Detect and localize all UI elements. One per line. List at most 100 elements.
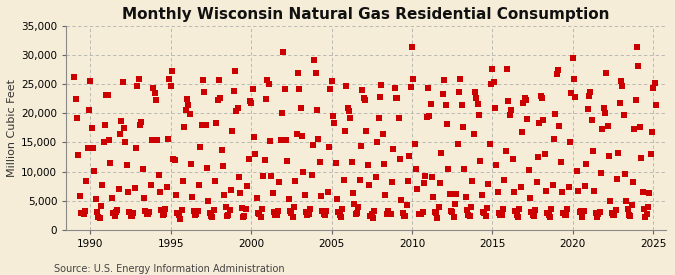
- Point: [224, 207, 235, 212]
- Point: [244, 99, 255, 103]
- Point: [580, 162, 591, 166]
- Point: [435, 181, 446, 185]
- Point: [247, 86, 258, 91]
- Point: [93, 215, 104, 219]
- Point: [322, 189, 333, 194]
- Point: [556, 160, 566, 164]
- Point: [73, 152, 84, 157]
- Point: [491, 163, 502, 167]
- Point: [481, 214, 491, 218]
- Point: [447, 210, 458, 214]
- Point: [610, 208, 621, 213]
- Point: [621, 199, 632, 203]
- Point: [331, 196, 342, 201]
- Point: [367, 212, 377, 216]
- Point: [304, 207, 315, 211]
- Point: [96, 204, 107, 208]
- Point: [640, 214, 651, 219]
- Point: [558, 211, 569, 215]
- Point: [437, 92, 448, 97]
- Point: [285, 208, 296, 213]
- Point: [235, 190, 246, 195]
- Point: [639, 207, 649, 211]
- Point: [530, 208, 541, 213]
- Point: [153, 173, 164, 178]
- Point: [342, 106, 353, 111]
- Point: [595, 170, 606, 175]
- Point: [103, 93, 113, 97]
- Point: [243, 157, 254, 161]
- Point: [329, 121, 340, 125]
- Point: [108, 211, 119, 215]
- Point: [225, 188, 236, 192]
- Point: [535, 94, 546, 98]
- Point: [117, 79, 128, 84]
- Point: [120, 140, 131, 145]
- Point: [487, 67, 497, 71]
- Point: [232, 106, 243, 110]
- Point: [387, 180, 398, 184]
- Point: [392, 95, 403, 100]
- Point: [138, 196, 149, 200]
- Point: [125, 213, 136, 218]
- Point: [647, 130, 657, 134]
- Point: [262, 78, 273, 82]
- Point: [598, 106, 609, 110]
- Point: [140, 209, 151, 213]
- Point: [275, 138, 286, 142]
- Point: [265, 139, 275, 143]
- Point: [345, 116, 356, 121]
- Point: [418, 181, 429, 186]
- Point: [599, 111, 610, 115]
- Point: [220, 205, 231, 210]
- Point: [518, 101, 529, 106]
- Point: [334, 213, 345, 217]
- Point: [129, 185, 140, 190]
- Point: [406, 45, 417, 49]
- Point: [394, 116, 404, 121]
- Point: [385, 212, 396, 216]
- Point: [590, 211, 601, 216]
- Point: [211, 121, 222, 125]
- Point: [97, 183, 108, 187]
- Point: [549, 136, 560, 141]
- Point: [597, 127, 608, 132]
- Point: [88, 145, 99, 150]
- Point: [495, 212, 506, 217]
- Point: [251, 196, 262, 200]
- Point: [534, 120, 545, 125]
- Point: [462, 208, 472, 213]
- Point: [605, 199, 616, 204]
- Point: [371, 175, 381, 179]
- Point: [191, 211, 202, 216]
- Point: [523, 167, 534, 172]
- Point: [467, 179, 478, 183]
- Point: [531, 180, 542, 184]
- Point: [317, 209, 327, 213]
- Point: [198, 78, 209, 82]
- Y-axis label: Million Cubic Feet: Million Cubic Feet: [7, 79, 17, 177]
- Point: [122, 163, 132, 167]
- Point: [350, 212, 361, 216]
- Point: [628, 180, 639, 184]
- Point: [417, 210, 428, 214]
- Point: [202, 166, 213, 170]
- Point: [256, 207, 267, 211]
- Point: [95, 216, 105, 220]
- Point: [160, 207, 171, 211]
- Point: [255, 215, 266, 220]
- Point: [313, 136, 323, 141]
- Point: [190, 213, 200, 217]
- Point: [310, 71, 321, 76]
- Point: [119, 126, 130, 131]
- Point: [444, 192, 455, 196]
- Point: [401, 203, 412, 207]
- Point: [602, 123, 613, 128]
- Point: [277, 111, 288, 115]
- Point: [464, 214, 475, 219]
- Point: [526, 210, 537, 214]
- Point: [573, 189, 584, 193]
- Point: [221, 213, 232, 218]
- Point: [338, 178, 349, 182]
- Point: [412, 187, 423, 192]
